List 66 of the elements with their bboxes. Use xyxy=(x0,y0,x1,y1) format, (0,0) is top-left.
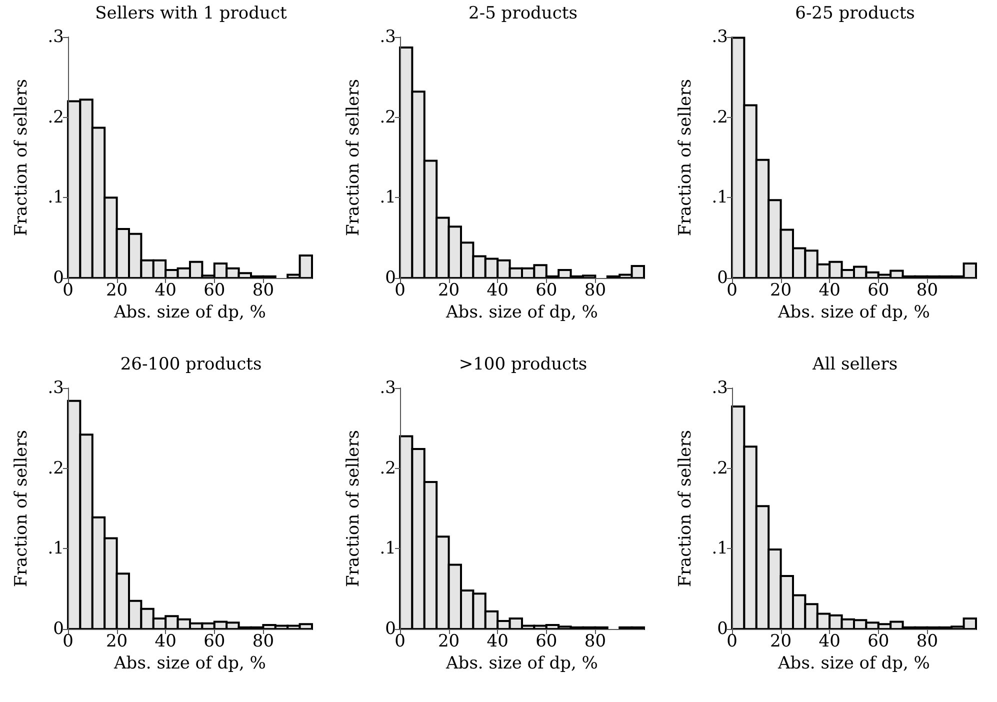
x-tick-label: 20 xyxy=(106,280,128,300)
chart-title: Sellers with 1 product xyxy=(95,4,288,24)
x-tick-label: 40 xyxy=(486,280,508,300)
y-axis-title: Fraction of sellers xyxy=(12,79,32,236)
y-axis-title: Fraction of sellers xyxy=(344,430,364,587)
y-tick-label: .2 xyxy=(48,107,64,128)
x-axis-title: Abs. size of dp, % xyxy=(445,654,598,674)
x-tick-label: 60 xyxy=(536,632,558,652)
x-axis-title: Abs. size of dp, % xyxy=(445,302,598,322)
y-tick-label: .1 xyxy=(48,188,64,208)
y-tick-label: 0 xyxy=(53,619,64,639)
y-axis-title: Fraction of sellers xyxy=(344,79,364,236)
chart-title: 2-5 products xyxy=(468,4,578,24)
x-tick-label: 60 xyxy=(204,632,226,652)
chart-title: 26-100 products xyxy=(120,354,262,374)
y-tick-label: .3 xyxy=(380,27,396,47)
x-tick-label: 80 xyxy=(584,280,606,300)
x-axis-title: Abs. size of dp, % xyxy=(113,302,266,322)
x-tick-label: 60 xyxy=(536,280,558,300)
y-axis-title: Fraction of sellers xyxy=(676,79,696,236)
y-tick-label: .1 xyxy=(712,538,728,559)
y-tick-label: .3 xyxy=(712,378,728,398)
x-tick-label: 40 xyxy=(154,280,176,300)
y-tick-label: .2 xyxy=(380,458,396,478)
y-tick-label: .1 xyxy=(48,538,64,559)
x-tick-label: 80 xyxy=(252,280,274,300)
x-tick-label: 60 xyxy=(204,280,226,300)
y-tick-label: 0 xyxy=(53,268,64,288)
chart-title: All sellers xyxy=(811,354,898,374)
x-tick-label: 20 xyxy=(438,632,460,652)
x-axis-title: Abs. size of dp, % xyxy=(113,654,266,674)
x-tick-label: 80 xyxy=(916,632,938,652)
chart-title: >100 products xyxy=(458,354,588,374)
y-tick-label: 0 xyxy=(385,619,396,639)
x-tick-label: 60 xyxy=(868,280,890,300)
y-tick-label: .2 xyxy=(48,458,64,478)
x-tick-label: 40 xyxy=(818,280,840,300)
x-tick-label: 80 xyxy=(584,632,606,652)
y-tick-label: .2 xyxy=(380,107,396,128)
x-tick-label: 40 xyxy=(154,632,176,652)
x-tick-label: 80 xyxy=(252,632,274,652)
y-tick-label: .3 xyxy=(380,378,396,398)
x-tick-label: 20 xyxy=(106,632,128,652)
x-tick-label: 40 xyxy=(818,632,840,652)
x-axis-title: Abs. size of dp, % xyxy=(777,654,930,674)
y-tick-label: .2 xyxy=(712,107,728,128)
y-tick-label: .3 xyxy=(48,378,64,398)
y-tick-label: .3 xyxy=(48,27,64,47)
y-tick-label: 0 xyxy=(717,268,728,288)
x-tick-label: 60 xyxy=(868,632,890,652)
chart-title: 6-25 products xyxy=(795,4,915,24)
x-tick-label: 20 xyxy=(770,632,792,652)
y-tick-label: 0 xyxy=(385,268,396,288)
y-tick-label: 0 xyxy=(717,619,728,639)
x-axis-title: Abs. size of dp, % xyxy=(777,302,930,322)
y-tick-label: .2 xyxy=(712,458,728,478)
x-tick-label: 20 xyxy=(770,280,792,300)
y-tick-label: .1 xyxy=(380,188,396,208)
y-tick-label: .1 xyxy=(712,188,728,208)
y-axis-title: Fraction of sellers xyxy=(12,430,32,587)
x-tick-label: 40 xyxy=(486,632,508,652)
x-tick-label: 80 xyxy=(916,280,938,300)
y-tick-label: .3 xyxy=(712,27,728,47)
y-tick-label: .1 xyxy=(380,538,396,559)
y-axis-title: Fraction of sellers xyxy=(676,430,696,587)
x-tick-label: 20 xyxy=(438,280,460,300)
